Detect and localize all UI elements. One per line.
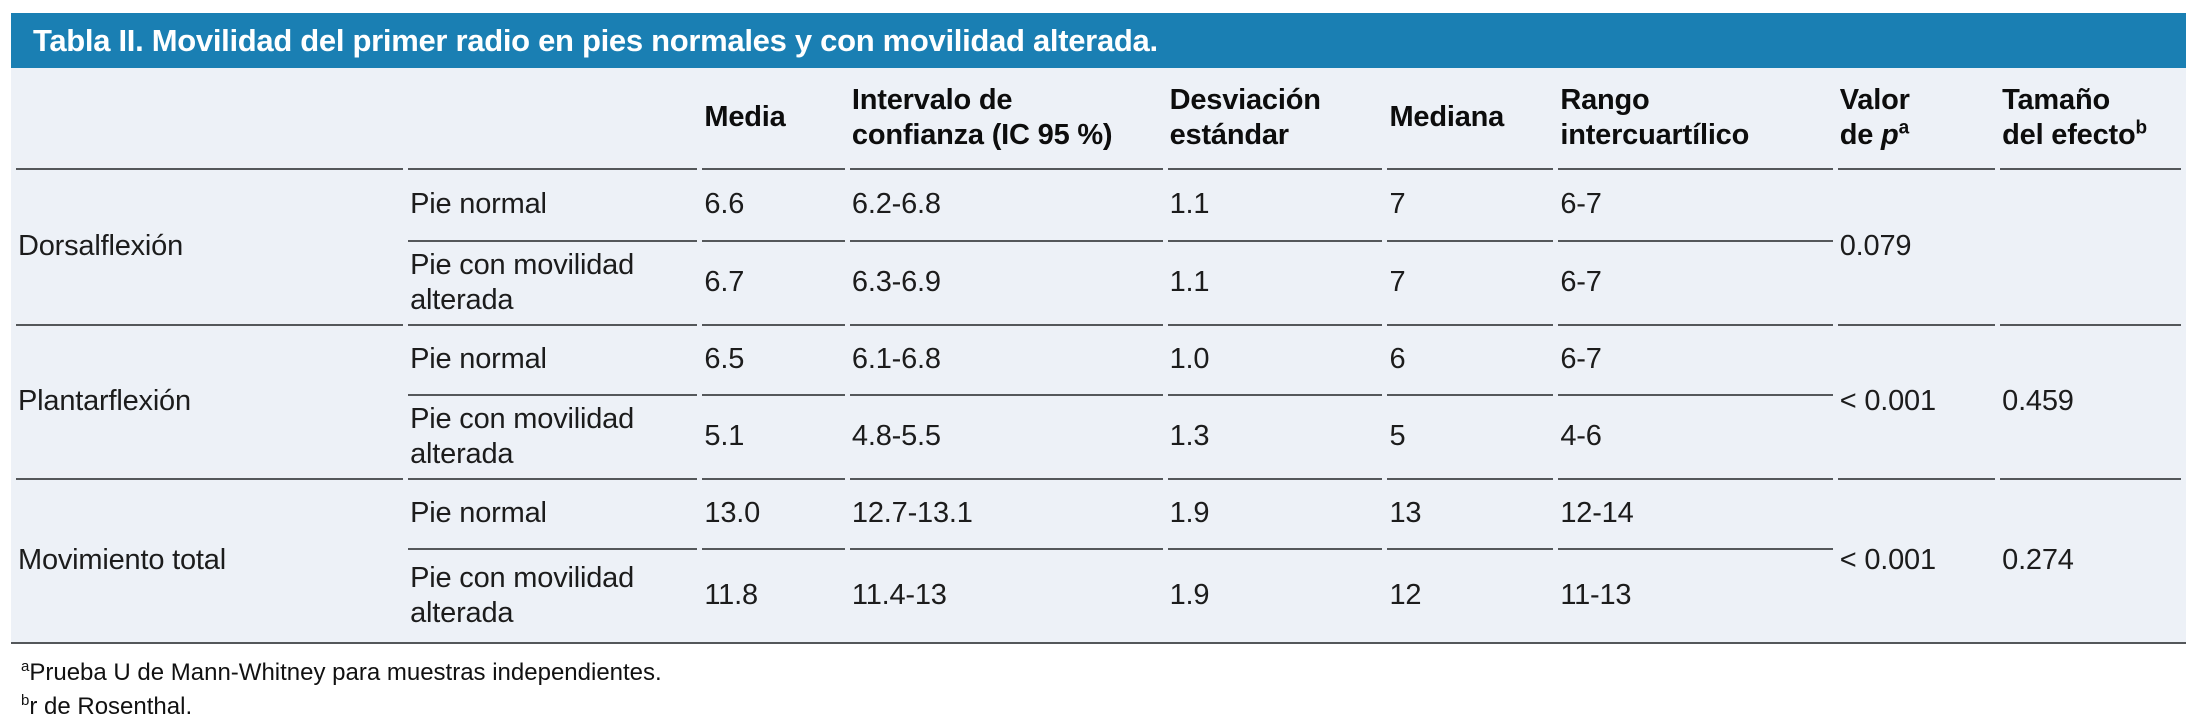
col-header-efecto-label: Tamaño del efecto xyxy=(2002,83,2136,151)
table-row: Movimiento total Pie normal 13.0 12.7-13… xyxy=(16,478,2181,576)
mediana-cell: 6 xyxy=(1387,324,1554,394)
rango-cell: 12-14 xyxy=(1558,478,1833,548)
table-row: Pie con movilidad alterada 11.8 11.4-13 … xyxy=(16,548,2181,642)
statistics-table: Media Intervalo de confianza (IC 95 %) D… xyxy=(11,68,2186,644)
condition-cell: Pie con movilidad alterada xyxy=(408,548,698,642)
col-header-rango-intercuartilico: Rango intercuartílico xyxy=(1558,68,1833,170)
condition-cell: Pie normal xyxy=(408,324,698,394)
rango-cell: 6-7 xyxy=(1558,240,1833,324)
p-symbol: p xyxy=(1881,119,1899,151)
footnote-a: aPrueba U de Mann-Whitney para muestras … xyxy=(21,656,2186,690)
footnote-b: br de Rosenthal. xyxy=(21,690,2186,724)
table-container: Tabla II. Movilidad del primer radio en … xyxy=(11,13,2186,724)
media-cell: 13.0 xyxy=(702,478,845,548)
group-label-dorsalflexion: Dorsalflexión xyxy=(18,230,184,263)
sd-cell: 1.1 xyxy=(1167,240,1383,324)
col-header-empty-condition xyxy=(408,68,698,170)
media-cell: 6.6 xyxy=(704,188,745,221)
mediana-cell: 13 xyxy=(1387,478,1554,548)
col-header-ic-label: Intervalo de confianza (IC 95 %) xyxy=(851,83,1113,151)
col-header-valor-p: Valor de pa xyxy=(1837,68,1996,170)
rango-cell: 4-6 xyxy=(1558,394,1833,478)
footnote-a-text: Prueba U de Mann-Whitney para muestras i… xyxy=(29,659,662,686)
sd-cell: 1.9 xyxy=(1167,548,1383,642)
col-header-empty-group xyxy=(16,68,404,170)
media-cell: 11.8 xyxy=(702,548,845,642)
p-value-cell: < 0.001 xyxy=(1837,478,1996,642)
footnote-a-marker: a xyxy=(21,658,30,675)
media-cell: 6.7 xyxy=(702,240,845,324)
group-label-movimiento-total: Movimiento total xyxy=(16,478,404,642)
rango-cell: 6-7 xyxy=(1560,188,1602,221)
col-header-mediana-label: Mediana xyxy=(1389,101,1505,134)
condition-cell: Pie normal xyxy=(408,478,698,548)
footnote-b-marker: b xyxy=(21,692,30,709)
ic-cell: 6.1-6.8 xyxy=(849,324,1163,394)
ic-cell: 11.4-13 xyxy=(849,548,1163,642)
col-header-sd-label: Desviación estándar xyxy=(1169,83,1321,151)
mediana-cell: 5 xyxy=(1387,394,1554,478)
col-header-desviacion-estandar: Desviación estándar xyxy=(1167,68,1383,170)
condition-cell: Pie con movilidad alterada xyxy=(408,394,698,478)
p-value-cell: < 0.001 xyxy=(1837,324,1996,478)
mediana-cell: 7 xyxy=(1389,188,1406,221)
table-row: Pie con movilidad alterada 5.1 4.8-5.5 1… xyxy=(16,394,2181,478)
p-value-cell: 0.079 xyxy=(1839,230,1912,263)
col-header-tamano-efecto: Tamaño del efectob xyxy=(2000,68,2181,170)
ic-cell: 4.8-5.5 xyxy=(849,394,1163,478)
footnotes: aPrueba U de Mann-Whitney para muestras … xyxy=(21,656,2186,724)
condition-cell: Pie con movilidad alterada xyxy=(408,240,698,324)
footnote-b-text: r de Rosenthal. xyxy=(29,693,193,720)
col-header-p-prefix: Valor de xyxy=(1839,83,1910,151)
sd-cell: 1.9 xyxy=(1167,478,1383,548)
mediana-cell: 12 xyxy=(1387,548,1554,642)
col-header-intervalo-confianza: Intervalo de confianza (IC 95 %) xyxy=(849,68,1163,170)
table-row: Plantarflexión Pie normal 6.5 6.1-6.8 1.… xyxy=(16,324,2181,417)
sd-cell: 1.3 xyxy=(1167,394,1383,478)
ic-cell: 12.7-13.1 xyxy=(849,478,1163,548)
media-cell: 5.1 xyxy=(702,394,845,478)
table-row: Pie con movilidad alterada 6.7 6.3-6.9 1… xyxy=(16,240,2181,324)
rango-cell: 6-7 xyxy=(1558,324,1833,394)
col-header-mediana: Mediana xyxy=(1387,68,1554,170)
footnote-marker-a: a xyxy=(1898,117,1910,139)
footnote-marker-b: b xyxy=(2135,117,2148,139)
rango-cell: 11-13 xyxy=(1558,548,1833,642)
header-row: Media Intervalo de confianza (IC 95 %) D… xyxy=(16,68,2181,170)
col-header-media-label: Media xyxy=(704,101,786,134)
table-title-bar: Tabla II. Movilidad del primer radio en … xyxy=(11,13,2186,68)
group-label-plantarflexion: Plantarflexión xyxy=(16,324,404,478)
ic-cell: 6.2-6.8 xyxy=(851,188,941,221)
ic-cell: 6.3-6.9 xyxy=(849,240,1163,324)
sd-cell: 1.0 xyxy=(1167,324,1383,394)
effect-size-cell xyxy=(2000,170,2181,324)
table-row: Dorsalflexión Pie normal 6.6 6.2-6.8 1.1… xyxy=(16,170,2181,262)
mediana-cell: 7 xyxy=(1387,240,1554,324)
effect-size-cell: 0.459 xyxy=(2000,324,2181,478)
sd-cell: 1.1 xyxy=(1169,188,1210,221)
col-header-media: Media xyxy=(702,68,845,170)
effect-size-cell: 0.274 xyxy=(2000,478,2181,642)
col-header-rango-label: Rango intercuartílico xyxy=(1560,83,1750,151)
table-title: Tabla II. Movilidad del primer radio en … xyxy=(33,23,1158,58)
condition-cell: Pie normal xyxy=(410,188,547,221)
media-cell: 6.5 xyxy=(702,324,845,394)
